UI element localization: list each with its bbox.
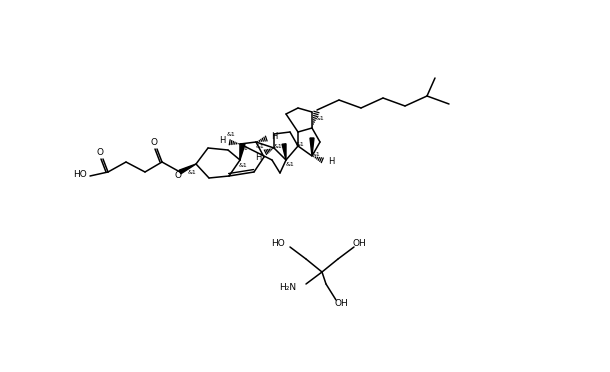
Text: &1: &1 [285,161,295,167]
Text: &1: &1 [315,115,325,121]
Polygon shape [179,164,196,174]
Text: &1: &1 [256,144,264,148]
Text: &1: &1 [240,145,248,151]
Text: &1: &1 [188,170,196,174]
Text: H: H [255,153,261,161]
Text: &1: &1 [312,151,320,157]
Text: H: H [271,131,277,141]
Polygon shape [310,138,314,156]
Text: H: H [328,157,334,166]
Text: OH: OH [334,299,348,308]
Text: &1: &1 [296,141,304,147]
Text: HO: HO [271,238,285,247]
Text: &1: &1 [274,144,282,148]
Text: H₂N: H₂N [279,283,296,292]
Text: OH: OH [352,238,366,247]
Text: HO: HO [73,170,87,179]
Text: &1: &1 [239,163,248,167]
Text: O: O [174,170,182,180]
Text: O: O [151,138,157,147]
Polygon shape [240,144,245,160]
Text: O: O [96,148,104,157]
Text: H: H [219,135,225,144]
Text: &1: &1 [227,131,235,137]
Polygon shape [282,144,286,160]
